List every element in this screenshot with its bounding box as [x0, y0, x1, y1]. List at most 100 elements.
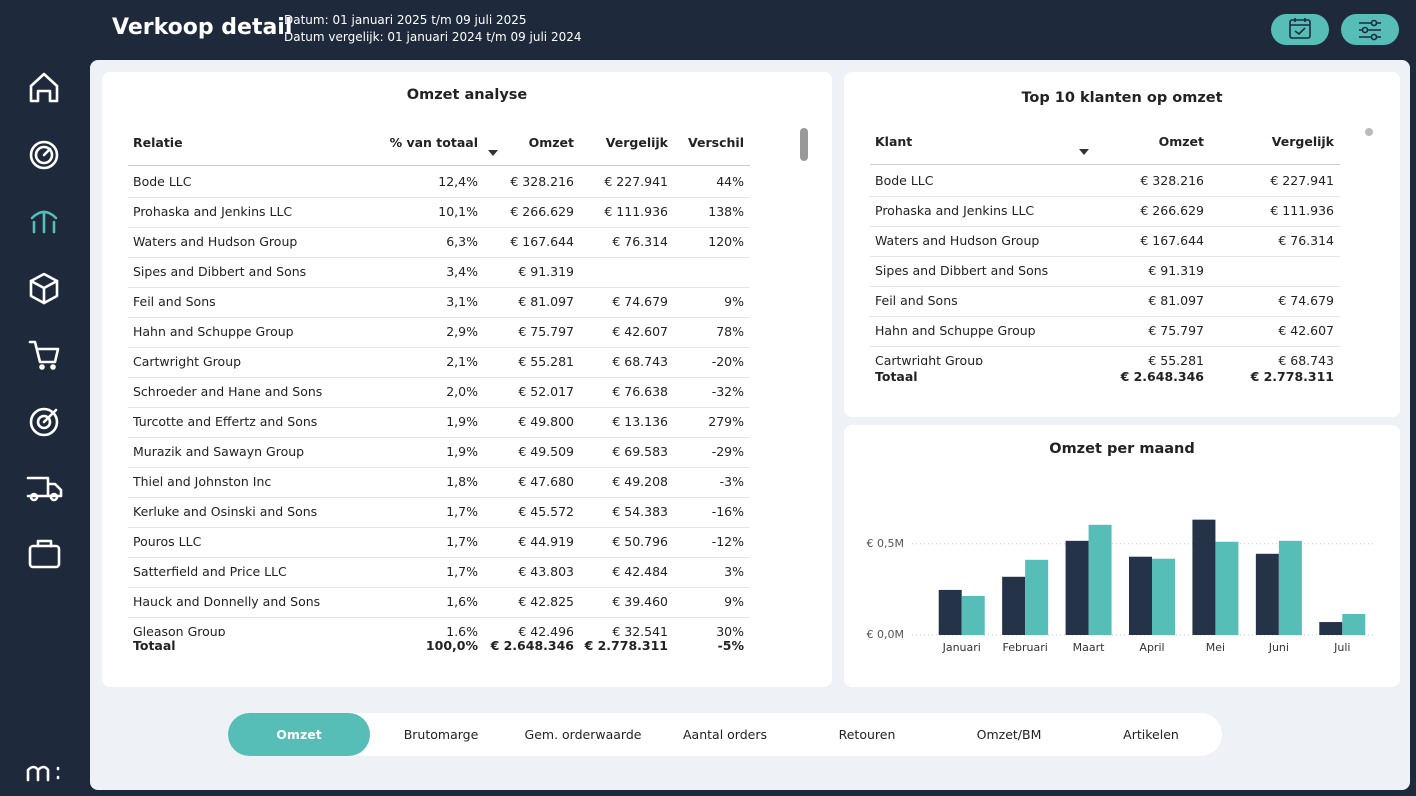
briefcase-icon[interactable]: [28, 539, 61, 569]
x-tick-label: Juli: [1333, 641, 1350, 654]
table-row[interactable]: Cartwright Group € 55.281 € 68.743: [870, 346, 1340, 365]
product-icon[interactable]: [29, 272, 59, 305]
bar: [1025, 559, 1049, 635]
cell: € 42.496: [518, 624, 574, 636]
dashboard-icon[interactable]: [29, 140, 59, 170]
filter-button[interactable]: [1341, 14, 1399, 45]
compare-range: Datum vergelijk: 01 januari 2024 t/m 09 …: [284, 30, 582, 44]
bar: [1088, 524, 1112, 635]
cell: 44%: [716, 174, 744, 189]
scrollbar[interactable]: [1365, 128, 1373, 136]
sales-panel: [102, 72, 832, 687]
cell: 78%: [716, 324, 744, 339]
cell: Hahn and Schuppe Group: [133, 324, 294, 339]
cell: 1,9%: [446, 414, 478, 429]
cell: € 55.281: [1148, 353, 1204, 365]
cell: 9%: [724, 294, 744, 309]
cell: 1,7%: [446, 534, 478, 549]
table-row[interactable]: Schroeder and Hane and Sons 2,0% € 52.017 €…: [128, 377, 750, 408]
bar: [1192, 519, 1216, 635]
table-row[interactable]: Feil and Sons 3,1% € 81.097 € 74.679 9%: [128, 287, 750, 318]
table-row[interactable]: Bode LLC 12,4% € 328.216 € 227.941 44%: [128, 167, 750, 198]
panel-title: Omzet analyse: [406, 87, 528, 103]
sales-icon[interactable]: [30, 210, 58, 234]
cell: € 227.941: [1270, 173, 1334, 188]
cell: € 55.281: [518, 354, 574, 369]
cell: Cartwright Group: [133, 354, 242, 369]
x-tick-label: April: [1139, 641, 1164, 654]
cell: € 45.572: [518, 504, 574, 519]
table-row[interactable]: Gleason Group 1,6% € 42.496 € 32.541 30%: [128, 617, 750, 636]
table-row[interactable]: Satterfield and Price LLC 1,7% € 43.803 € 4…: [128, 557, 750, 588]
column-header: % van totaal: [389, 135, 478, 150]
cell: € 266.629: [510, 204, 574, 219]
table-row[interactable]: Sipes and Dibbert and Sons 3,4% € 91.319: [128, 257, 750, 288]
cell: Turcotte and Effertz and Sons: [133, 414, 318, 429]
cell: Prohaska and Jenkins LLC: [133, 204, 293, 219]
table-row[interactable]: Sipes and Dibbert and Sons € 91.319: [870, 256, 1340, 287]
bar: [938, 589, 962, 635]
table-row[interactable]: Murazik and Sawayn Group 1,9% € 49.509 € 69…: [128, 437, 750, 468]
cell: € 227.941: [604, 174, 668, 189]
table-row[interactable]: Prohaska and Jenkins LLC 10,1% € 266.629 € …: [128, 197, 750, 228]
cell: € 74.679: [1278, 293, 1334, 308]
header-buttons: [1271, 14, 1399, 45]
table-row[interactable]: Bode LLC € 328.216 € 227.941: [870, 166, 1340, 197]
table-row[interactable]: Waters and Hudson Group € 167.644 € 76.314: [870, 226, 1340, 257]
tab-bar: Omzet Brutomarge Gem. orderwaarde Aantal or…: [228, 713, 1222, 756]
table-row[interactable]: Cartwright Group 2,1% € 55.281 € 68.743 -20%: [128, 347, 750, 378]
tab[interactable]: Omzet: [228, 713, 370, 756]
cell: Murazik and Sawayn Group: [133, 444, 305, 459]
table-row[interactable]: Prohaska and Jenkins LLC € 266.629 € 111.9…: [870, 196, 1340, 227]
cell: € 111.936: [604, 204, 668, 219]
cart-icon[interactable]: [28, 340, 60, 370]
cell: 12,4%: [438, 174, 478, 189]
column-header: Verschil: [688, 135, 744, 150]
tab[interactable]: Gem. orderwaarde: [524, 727, 642, 742]
cell: € 69.583: [612, 444, 668, 459]
cell: € 47.680: [518, 474, 574, 489]
cell: € 328.216: [510, 174, 574, 189]
cell: € 49.208: [612, 474, 668, 489]
cell: -12%: [711, 534, 744, 549]
cell: € 42.607: [612, 324, 668, 339]
chart-panel: [844, 425, 1400, 687]
cell: Kerluke and Osinski and Sons: [133, 504, 318, 519]
cell: Feil and Sons: [133, 294, 216, 309]
cell: -20%: [711, 354, 744, 369]
table-row[interactable]: Hahn and Schuppe Group 2,9% € 75.797 € 42.6…: [128, 317, 750, 348]
sort-icon[interactable]: [1079, 149, 1089, 155]
bar: [1278, 540, 1302, 635]
table-row[interactable]: Kerluke and Osinski and Sons 1,7% € 45.572…: [128, 497, 750, 528]
cell: 1,6%: [446, 594, 478, 609]
tab[interactable]: Brutomarge: [403, 727, 479, 742]
table-row[interactable]: Turcotte and Effertz and Sons 1,9% € 49.80…: [128, 407, 750, 438]
sort-icon[interactable]: [488, 150, 498, 156]
tab[interactable]: Artikelen: [1123, 727, 1179, 742]
table-row[interactable]: Hauck and Donnelly and Sons 1,6% € 42.825 €…: [128, 587, 750, 618]
cell: € 52.017: [518, 384, 574, 399]
cell: Satterfield and Price LLC: [133, 564, 287, 579]
cell: 3,1%: [446, 294, 478, 309]
chart-title: Omzet per maand: [1049, 441, 1194, 457]
bar: [961, 595, 985, 635]
target-icon[interactable]: [29, 407, 59, 437]
column-header: Omzet: [528, 135, 574, 150]
table-row[interactable]: Waters and Hudson Group 6,3% € 167.644 € 76…: [128, 227, 750, 258]
table-row[interactable]: Feil and Sons € 81.097 € 74.679: [870, 286, 1340, 317]
tab[interactable]: Aantal orders: [683, 727, 767, 742]
calendar-button[interactable]: [1271, 14, 1329, 45]
cell: 1,9%: [446, 444, 478, 459]
delivery-icon[interactable]: [26, 476, 63, 502]
table-row[interactable]: Pouros LLC 1,7% € 44.919 € 50.796 -12%: [128, 527, 750, 558]
table-row[interactable]: Hahn and Schuppe Group € 75.797 € 42.607: [870, 316, 1340, 347]
scrollbar[interactable]: [800, 128, 808, 161]
table-row[interactable]: Thiel and Johnston Inc 1,8% € 47.680 € 49.2…: [128, 467, 750, 498]
home-icon[interactable]: [29, 72, 59, 103]
tab[interactable]: Retouren: [838, 727, 896, 742]
header-rule: [128, 165, 750, 166]
cell: € 49.800: [518, 414, 574, 429]
cell: -16%: [711, 504, 744, 519]
tab[interactable]: Omzet/BM: [976, 727, 1042, 742]
total-cell: € 2.648.346: [1120, 369, 1204, 384]
